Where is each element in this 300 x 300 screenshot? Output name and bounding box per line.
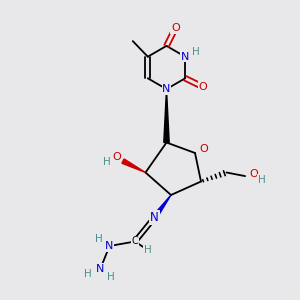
Text: H: H bbox=[107, 272, 115, 282]
Text: H: H bbox=[144, 245, 152, 255]
Text: O: O bbox=[112, 152, 121, 163]
Text: O: O bbox=[199, 144, 208, 154]
Text: H: H bbox=[192, 47, 200, 57]
Text: O: O bbox=[249, 169, 258, 179]
Text: H: H bbox=[84, 269, 92, 279]
Text: C: C bbox=[132, 236, 138, 247]
Text: N: N bbox=[96, 263, 105, 274]
Text: O: O bbox=[198, 82, 207, 92]
Polygon shape bbox=[153, 195, 171, 219]
Polygon shape bbox=[164, 89, 169, 142]
Text: N: N bbox=[181, 52, 189, 62]
Text: N: N bbox=[162, 84, 171, 94]
Text: H: H bbox=[103, 157, 110, 167]
Text: N: N bbox=[105, 241, 114, 251]
Text: O: O bbox=[171, 23, 180, 33]
Text: H: H bbox=[258, 175, 266, 185]
Polygon shape bbox=[122, 159, 146, 172]
Text: H: H bbox=[95, 234, 103, 244]
Text: N: N bbox=[150, 211, 159, 224]
